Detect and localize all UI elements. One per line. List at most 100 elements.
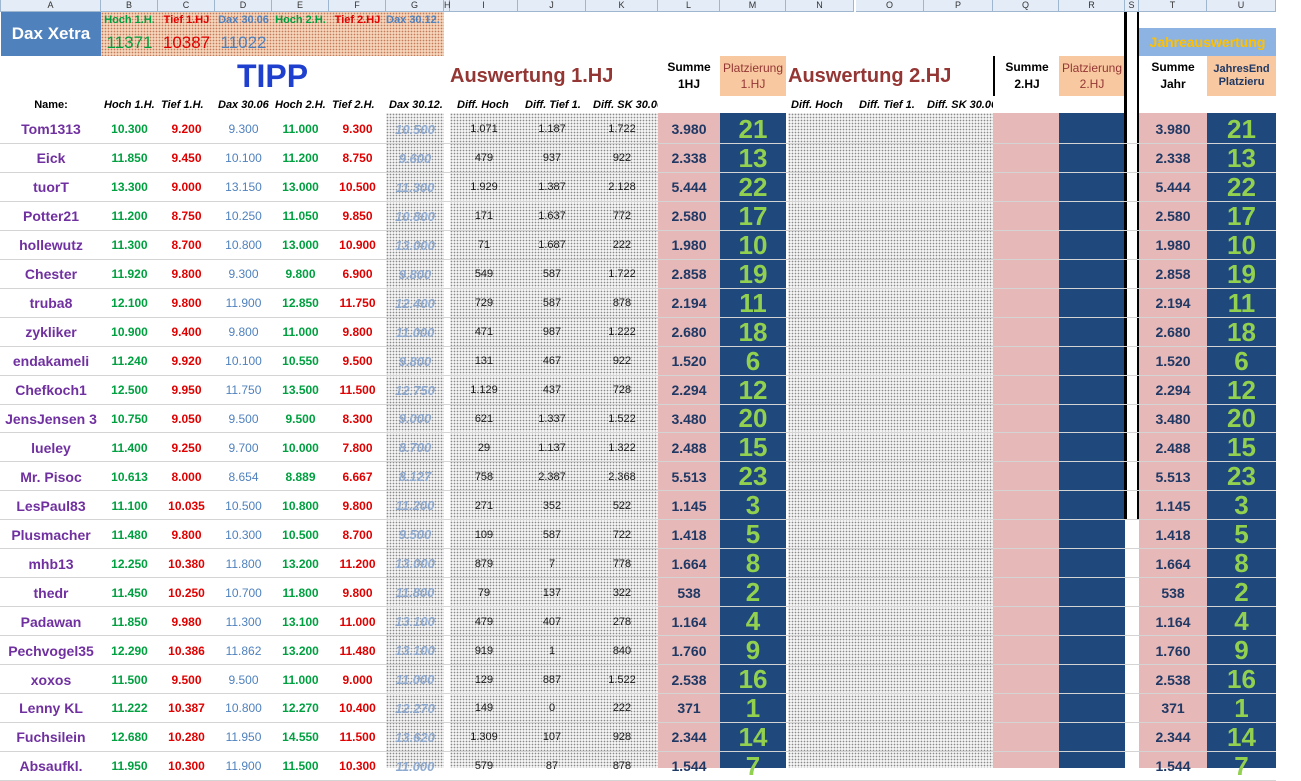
jahres-platzierung-cell[interactable]: 8 [1234, 549, 1249, 579]
hoch-2hj-cell[interactable]: 12.270 [282, 701, 319, 716]
tipp-title[interactable]: TIPP [236, 57, 309, 94]
jahres-platzierung-cell[interactable]: 11 [1227, 288, 1256, 318]
dax-3012-cell[interactable]: 8.700 [398, 440, 432, 456]
summe-1hj-cell[interactable]: 371 [677, 700, 701, 717]
diff-hoch-cell[interactable]: 549 [474, 268, 494, 281]
diff-hoch-cell[interactable]: 879 [474, 557, 494, 570]
platzierung-1hj-cell[interactable]: 17 [738, 201, 768, 231]
hoch-2hj-cell[interactable]: 11.200 [282, 151, 319, 166]
hoch-1hj-cell[interactable]: 11.300 [111, 238, 148, 253]
diff-hoch-cell[interactable]: 109 [474, 528, 494, 541]
jahresauswertung-header[interactable]: Jahreauswertung [1139, 28, 1276, 56]
diff-tief-cell[interactable]: 87 [545, 760, 559, 773]
hoch-1hj-cell[interactable]: 12.680 [111, 730, 148, 745]
hoch-1hj-cell[interactable]: 11.100 [111, 498, 148, 513]
hoch-1hj-cell[interactable]: 11.480 [111, 527, 148, 542]
dax-3006-cell[interactable]: 9.700 [228, 440, 259, 455]
summe-1hj-cell[interactable]: 2.294 [671, 382, 707, 399]
dax-3006-cell[interactable]: 10.250 [225, 209, 262, 224]
jahres-platzierung-cell[interactable]: 2 [1234, 578, 1249, 608]
dax-3012-cell[interactable]: 12.750 [395, 382, 435, 398]
tief-2hj-cell[interactable]: 8.750 [342, 151, 373, 166]
platzierung-1hj-cell[interactable]: 15 [738, 433, 768, 463]
summe-jahr-cell[interactable]: 1.544 [1155, 758, 1191, 775]
platzierung-1hj-cell[interactable]: 4 [745, 607, 761, 637]
diff-hoch-cell[interactable]: 271 [474, 499, 494, 512]
summe-jahr-header[interactable]: Summe Jahr [1151, 60, 1195, 91]
diff-sk-cell[interactable]: 722 [612, 528, 632, 541]
diff-tief-cell[interactable]: 437 [542, 384, 562, 397]
column-header-u[interactable]: U [1207, 0, 1276, 12]
diff-tief-cell[interactable]: 1 [548, 644, 556, 657]
tief-2hj-cell[interactable]: 9.300 [342, 122, 373, 137]
tief-2hj-cell[interactable]: 6.900 [342, 267, 373, 282]
summe-1hj-cell[interactable]: 3.980 [671, 121, 707, 138]
hoch-2hj-cell[interactable]: 13.100 [282, 614, 319, 629]
dax-3012-cell[interactable]: 13.000 [395, 237, 435, 253]
dax-3012-cell[interactable]: 9.800 [398, 266, 432, 282]
dax-3006-cell[interactable]: 9.300 [228, 122, 259, 137]
platzierung-1hj-cell[interactable]: 12 [738, 375, 768, 405]
dax-3012-cell[interactable]: 13.100 [395, 643, 435, 659]
value-hoch-1hj[interactable]: 11371 [106, 33, 153, 52]
player-name-cell[interactable]: Mr. Pisoc [20, 468, 82, 485]
tief-1hj-cell[interactable]: 9.250 [171, 440, 202, 455]
platzierung-1hj-cell[interactable]: 6 [745, 346, 761, 376]
hoch-1hj-cell[interactable]: 11.850 [111, 614, 148, 629]
jahres-platzierung-cell[interactable]: 23 [1227, 462, 1256, 492]
summe-1hj-cell[interactable]: 1.520 [671, 353, 707, 370]
diff-sk-cell[interactable]: 2.128 [608, 181, 636, 194]
diff-tief-cell[interactable]: 587 [542, 528, 562, 541]
diff-hoch-cell[interactable]: 579 [474, 760, 494, 773]
column-header-j[interactable]: J [518, 0, 586, 12]
diff-tief-cell[interactable]: 7 [548, 557, 556, 570]
diff-hoch-cell[interactable]: 758 [474, 470, 494, 483]
jahres-platzierung-cell[interactable]: 6 [1234, 346, 1249, 376]
diff-sk-cell[interactable]: 778 [612, 557, 632, 570]
dax-3006-cell[interactable]: 13.150 [225, 180, 262, 195]
column-header-p[interactable]: P [924, 0, 993, 12]
jahres-platzierung-cell[interactable]: 1 [1234, 694, 1249, 723]
header-hoch-2hj[interactable]: Hoch 2.H. [275, 13, 326, 26]
diff-tief-cell[interactable]: 1.337 [538, 412, 566, 425]
tief-2hj-cell[interactable]: 9.850 [342, 209, 373, 224]
tief-1hj-cell[interactable]: 8.750 [171, 209, 202, 224]
summe-1hj-cell[interactable]: 1.760 [671, 642, 707, 659]
summe-jahr-cell[interactable]: 2.488 [1155, 439, 1191, 456]
jahres-platzierung-cell[interactable]: 21 [1227, 115, 1256, 144]
jahres-platzierung-cell[interactable]: 10 [1227, 230, 1256, 260]
platzierung-1hj-cell[interactable]: 23 [738, 462, 768, 492]
name-header[interactable]: Name: [34, 99, 68, 111]
tief-1hj-cell[interactable]: 9.200 [171, 122, 202, 137]
summe-jahr-cell[interactable]: 2.294 [1155, 382, 1191, 399]
tief-2hj-cell[interactable]: 11.200 [339, 556, 376, 571]
diff-tief-cell[interactable]: 467 [542, 355, 562, 368]
diff-tief-cell[interactable]: 937 [542, 152, 562, 165]
platzierung-1hj-cell[interactable]: 5 [745, 520, 761, 550]
player-name-cell[interactable]: Eick [36, 150, 66, 167]
jahres-platzierung-cell[interactable]: 12 [1227, 375, 1256, 405]
summe-jahr-cell[interactable]: 2.338 [1155, 150, 1191, 167]
sub-header-c[interactable]: Tief 1.H. [161, 99, 204, 111]
diff-tief-cell[interactable]: 1.137 [538, 441, 566, 454]
summe-1hj-cell[interactable]: 2.338 [671, 150, 707, 167]
sub-header-d[interactable]: Dax 30.06 [218, 99, 269, 111]
summe-jahr-cell[interactable]: 2.538 [1155, 671, 1191, 688]
column-header-t[interactable]: T [1139, 0, 1207, 12]
dax-3006-cell[interactable]: 11.950 [225, 730, 262, 745]
platzierung-1hj-header[interactable]: Platzierung 1.HJ [720, 56, 786, 96]
hoch-2hj-cell[interactable]: 13.200 [282, 643, 319, 658]
summe-1hj-cell[interactable]: 2.858 [671, 266, 707, 283]
diff-hoch-cell[interactable]: 919 [474, 644, 494, 657]
tief-2hj-cell[interactable]: 9.800 [342, 585, 373, 600]
tief-1hj-cell[interactable]: 9.800 [171, 527, 202, 542]
sub-header-i[interactable]: Diff. Hoch [457, 99, 509, 111]
platzierung-1hj-cell[interactable]: 3 [745, 491, 761, 521]
diff-tief-cell[interactable]: 2.387 [538, 470, 566, 483]
tief-1hj-cell[interactable]: 9.450 [171, 151, 202, 166]
tief-2hj-cell[interactable]: 9.000 [342, 672, 373, 687]
column-header-q[interactable]: Q [993, 0, 1059, 12]
diff-sk-cell[interactable]: 878 [612, 760, 632, 773]
summe-1hj-header[interactable]: Summe 1HJ [667, 60, 711, 91]
dax-3012-cell[interactable]: 11.000 [395, 672, 435, 688]
